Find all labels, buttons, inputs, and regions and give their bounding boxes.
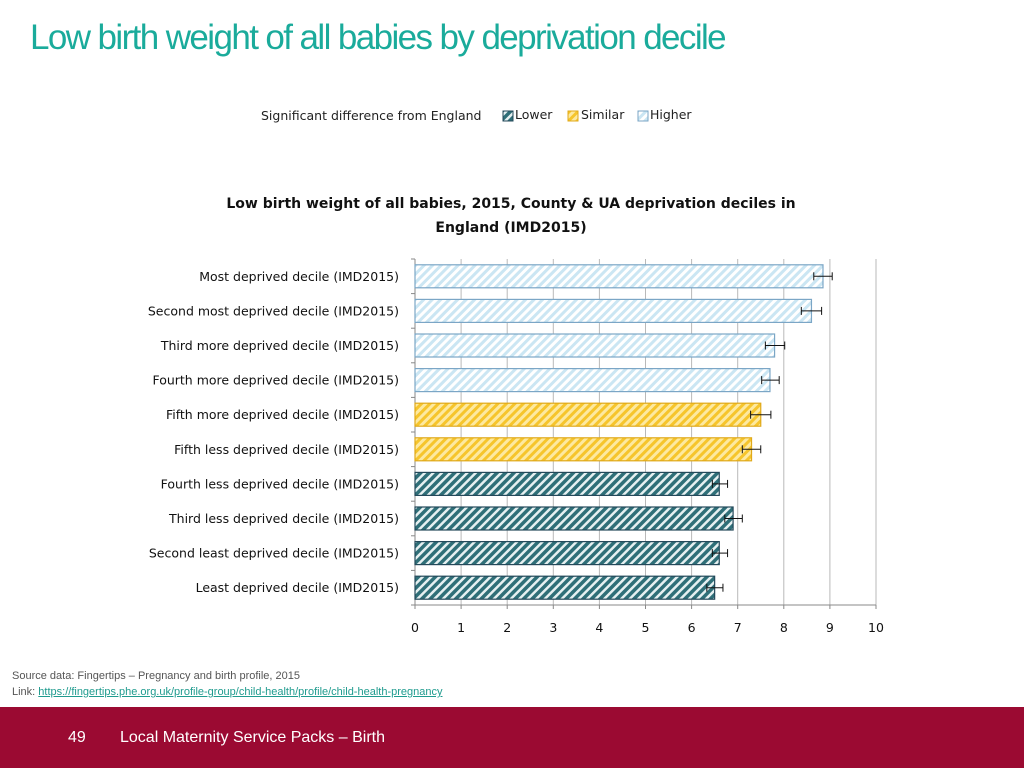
bars — [414, 264, 824, 600]
category-label: Second least deprived decile (IMD2015) — [149, 546, 399, 561]
x-tick-label: 0 — [411, 620, 419, 635]
category-label: Third less deprived decile (IMD2015) — [168, 511, 399, 526]
source-line: Source data: Fingertips – Pregnancy and … — [12, 670, 301, 682]
legend-label-higher: Higher — [650, 107, 692, 122]
link-prefix: Link: — [12, 686, 39, 698]
x-tick-label: 8 — [780, 620, 788, 635]
source-link[interactable]: https://fingertips.phe.org.uk/profile-gr… — [38, 686, 443, 698]
legend-swatch-similar — [567, 110, 579, 122]
category-label: Fourth more deprived decile (IMD2015) — [152, 373, 399, 388]
page-number: 49 — [68, 729, 86, 746]
category-label: Most deprived decile (IMD2015) — [199, 269, 399, 284]
footer-text: Local Maternity Service Packs – Birth — [120, 729, 385, 746]
legend-title: Significant difference from England — [261, 108, 481, 123]
x-tick-labels: 0 1 2 3 4 5 6 7 8 9 10 — [411, 620, 884, 635]
legend-swatch-higher — [637, 110, 649, 122]
category-labels: Most deprived decile (IMD2015) Second mos… — [148, 269, 399, 595]
x-tick-label: 10 — [868, 620, 884, 635]
x-tick-label: 6 — [688, 620, 696, 635]
source-link-line: Link: https://fingertips.phe.org.uk/prof… — [12, 684, 442, 700]
category-label: Fourth less deprived decile (IMD2015) — [161, 476, 399, 491]
legend-swatch-lower — [502, 110, 514, 122]
bar-lower — [414, 540, 720, 566]
chart-title-line-2: England (IMD2015) — [435, 220, 586, 236]
chart: Significant difference from England Lowe… — [148, 107, 884, 635]
footer-bar: 49 Local Maternity Service Packs – Birth — [0, 707, 1024, 768]
bar-higher — [414, 333, 776, 358]
category-label: Fifth more deprived decile (IMD2015) — [166, 407, 399, 422]
slide-title: Low birth weight of all babies by depriv… — [30, 18, 727, 57]
source-note: Source data: Fingertips – Pregnancy and … — [12, 668, 442, 700]
category-label: Second most deprived decile (IMD2015) — [148, 303, 399, 318]
legend-label-similar: Similar — [581, 107, 625, 122]
x-tick-label: 4 — [595, 620, 603, 635]
bar-higher — [414, 264, 824, 289]
x-tick-label: 1 — [457, 620, 465, 635]
x-tick-label: 9 — [826, 620, 834, 635]
bar-lower — [414, 471, 720, 496]
bar-higher — [414, 368, 771, 393]
x-tick-label: 3 — [549, 620, 557, 635]
category-label: Third more deprived decile (IMD2015) — [160, 338, 399, 353]
chart-title-line-1: Low birth weight of all babies, 2015, Co… — [226, 196, 795, 212]
bar-higher — [414, 298, 813, 323]
x-tick-label: 7 — [734, 620, 742, 635]
bar-similar — [414, 402, 762, 427]
category-label: Least deprived decile (IMD2015) — [196, 580, 399, 595]
bar-similar — [414, 437, 753, 462]
legend: Significant difference from England Lowe… — [261, 107, 692, 123]
bar-lower — [414, 575, 716, 600]
error-bars — [706, 272, 833, 592]
x-tick-label: 2 — [503, 620, 511, 635]
bar-lower — [414, 506, 734, 531]
legend-label-lower: Lower — [515, 107, 553, 122]
x-tick-label: 5 — [642, 620, 650, 635]
category-label: Fifth less deprived decile (IMD2015) — [174, 442, 399, 457]
